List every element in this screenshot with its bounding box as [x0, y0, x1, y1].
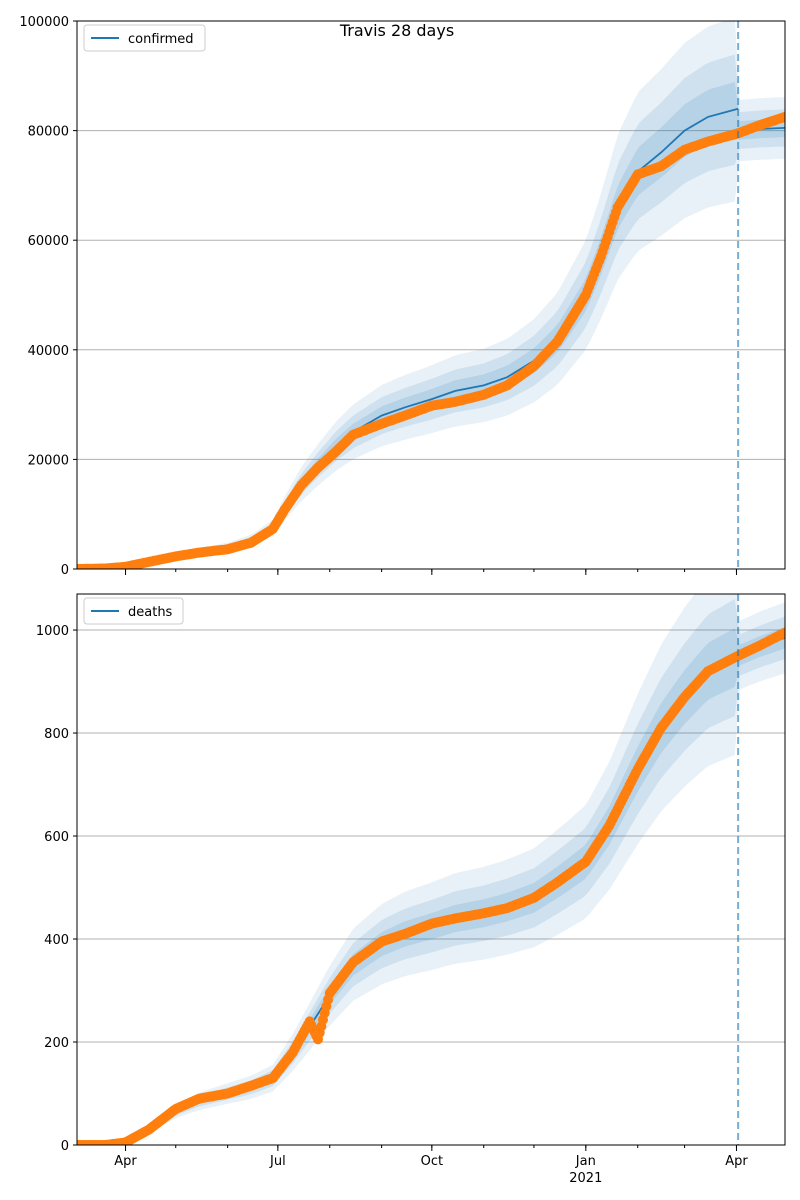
x-tick-label: Jan — [575, 1154, 596, 1169]
legend-label: deaths — [128, 605, 173, 620]
y-tick-label: 40000 — [28, 344, 69, 359]
y-tick-label: 600 — [44, 830, 69, 845]
y-tick-label: 800 — [44, 727, 69, 742]
observed-point — [780, 627, 785, 638]
plot-area — [77, 21, 785, 569]
y-tick-label: 100000 — [19, 15, 69, 30]
plot-area — [77, 594, 785, 1145]
x-tick-label: Apr — [114, 1154, 137, 1169]
y-tick-label: 400 — [44, 933, 69, 948]
y-tick-label: 200 — [44, 1036, 69, 1051]
y-tick-label: 60000 — [28, 234, 69, 249]
uncertainty-band — [77, 82, 785, 569]
observed-point — [780, 111, 785, 122]
x-tick-sublabel: 2021 — [569, 1171, 602, 1186]
uncertainty-band — [77, 627, 785, 1145]
y-tick-label: 80000 — [28, 125, 69, 140]
chart-title: Travis 28 days — [339, 21, 454, 40]
panel-deaths: 0 200 400 600 800 1000 Apr Jul Oct Jan 2021 Apr deat… — [36, 593, 786, 1186]
legend-label: confirmed — [128, 32, 194, 47]
x-tick-label: Oct — [421, 1154, 443, 1169]
uncertainty-band — [77, 21, 785, 569]
legend-box — [83, 597, 184, 625]
x-tick-label: Apr — [725, 1154, 748, 1169]
uncertainty-band — [77, 599, 785, 1145]
y-tick-label: 1000 — [36, 624, 69, 639]
legend: confirmed — [83, 24, 206, 52]
uncertainty-band — [77, 54, 785, 569]
y-tick-label: 0 — [61, 563, 69, 578]
axes-frame — [76, 20, 786, 570]
uncertainty-band — [77, 594, 785, 1145]
y-tick-label: 20000 — [28, 453, 69, 468]
panel-confirmed: 0 20000 40000 60000 80000 100000 confirmed — [19, 15, 786, 578]
legend-box — [83, 24, 206, 52]
y-tick-label: 0 — [61, 1139, 69, 1154]
x-tick-label: Jul — [269, 1154, 286, 1169]
legend: deaths — [83, 597, 184, 625]
axes-frame — [76, 593, 786, 1146]
